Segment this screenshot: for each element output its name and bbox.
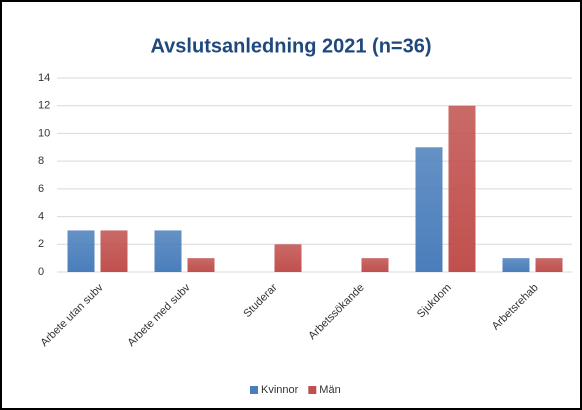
y-tick-label: 10 — [38, 127, 50, 139]
legend-swatch — [250, 386, 258, 394]
bar — [361, 258, 389, 272]
bar — [415, 147, 443, 272]
y-tick-label: 0 — [38, 266, 44, 278]
y-tick-label: 6 — [38, 183, 44, 195]
bar — [154, 230, 182, 272]
y-tick-label: 8 — [38, 155, 44, 167]
bar — [502, 258, 530, 272]
bar — [274, 244, 302, 272]
legend-label: Män — [319, 384, 340, 396]
legend-swatch — [308, 386, 317, 394]
bar — [535, 258, 563, 272]
y-tick-label: 12 — [38, 100, 50, 112]
y-tick-label: 2 — [38, 238, 44, 250]
bar — [67, 230, 95, 272]
bar — [448, 105, 476, 272]
bar — [100, 230, 128, 272]
legend-label: Kvinnor — [261, 384, 299, 396]
y-tick-label: 14 — [38, 72, 50, 84]
chart-title: Avslutsanledning 2021 (n=36) — [150, 35, 431, 57]
bar — [187, 258, 215, 272]
y-tick-label: 4 — [38, 210, 44, 222]
